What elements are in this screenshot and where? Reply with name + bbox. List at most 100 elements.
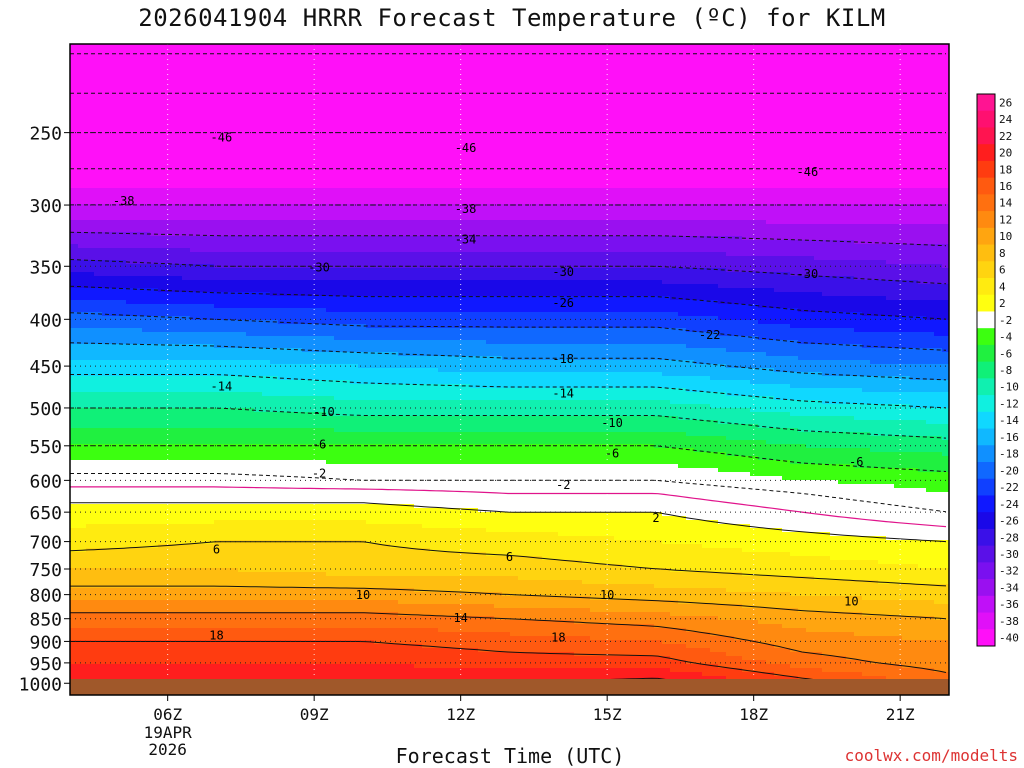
field-cell [726,200,735,205]
field-cell [598,104,607,109]
field-cell [814,172,823,177]
field-cell [294,52,303,57]
field-cell [774,184,783,189]
field-cell [334,64,343,69]
field-cell [542,60,551,65]
field-cell [766,208,775,213]
field-cell [894,148,903,153]
field-cell [422,84,431,89]
field-cell [854,44,863,49]
field-cell [534,188,543,193]
field-cell [198,128,207,133]
field-cell [934,164,943,169]
field-cell [494,212,503,217]
field-cell [406,164,415,169]
field-cell [382,136,391,141]
field-cell [638,108,647,113]
field-cell [358,88,367,93]
field-cell [590,112,599,117]
field-cell [206,108,215,113]
field-cell [110,212,119,217]
field-cell [150,128,159,133]
field-cell [766,176,775,181]
field-cell [926,220,935,225]
field-cell [430,84,439,89]
field-cell [590,184,599,189]
field-cell [742,164,751,169]
field-cell [886,156,895,161]
field-cell [254,192,263,197]
field-cell [254,124,263,129]
field-cell [494,116,503,121]
field-cell [614,216,623,221]
field-cell [870,160,879,165]
field-cell [126,72,135,77]
field-cell [486,184,495,189]
field-cell [942,140,949,145]
field-cell [822,200,831,205]
field-cell [878,80,887,85]
field-cell [478,220,487,225]
field-cell [446,136,455,141]
field-cell [334,76,343,81]
field-cell [846,208,855,213]
field-cell [878,60,887,65]
field-cell [510,80,519,85]
field-cell [894,120,903,125]
field-cell [478,200,487,205]
field-cell [918,52,927,57]
field-cell [854,116,863,121]
field-cell [110,96,119,101]
field-cell [774,176,783,181]
field-cell [406,76,415,81]
field-cell [254,44,263,49]
field-cell [566,156,575,161]
field-cell [430,104,439,109]
field-cell [742,100,751,105]
field-cell [582,80,591,85]
field-cell [438,136,447,141]
field-cell [390,64,399,69]
field-cell [94,148,103,153]
field-cell [102,152,111,157]
field-cell [238,64,247,69]
field-cell [702,136,711,141]
field-cell [126,224,135,229]
field-cell [574,72,583,77]
field-cell [622,68,631,73]
field-cell [926,176,935,181]
field-cell [246,44,255,49]
field-cell [726,176,735,181]
field-cell [238,208,247,213]
field-cell [126,116,135,121]
field-cell [150,120,159,125]
field-cell [614,212,623,217]
field-cell [190,216,199,221]
field-cell [734,88,743,93]
field-cell [862,168,871,173]
field-cell [942,212,949,217]
field-cell [102,168,111,173]
field-cell [238,164,247,169]
field-cell [734,116,743,121]
field-cell [78,72,87,77]
field-cell [502,80,511,85]
field-cell [526,64,535,69]
field-cell [510,84,519,89]
field-cell [78,192,87,197]
field-cell [326,60,335,65]
field-cell [430,116,439,121]
field-cell [318,152,327,157]
field-cell [254,112,263,117]
field-cell [582,100,591,105]
field-cell [670,124,679,129]
field-cell [694,172,703,177]
field-cell [630,184,639,189]
field-cell [934,192,943,197]
field-cell [806,100,815,105]
field-cell [222,96,231,101]
field-cell [686,128,695,133]
field-cell [806,208,815,213]
field-cell [622,96,631,101]
field-cell [166,224,175,229]
